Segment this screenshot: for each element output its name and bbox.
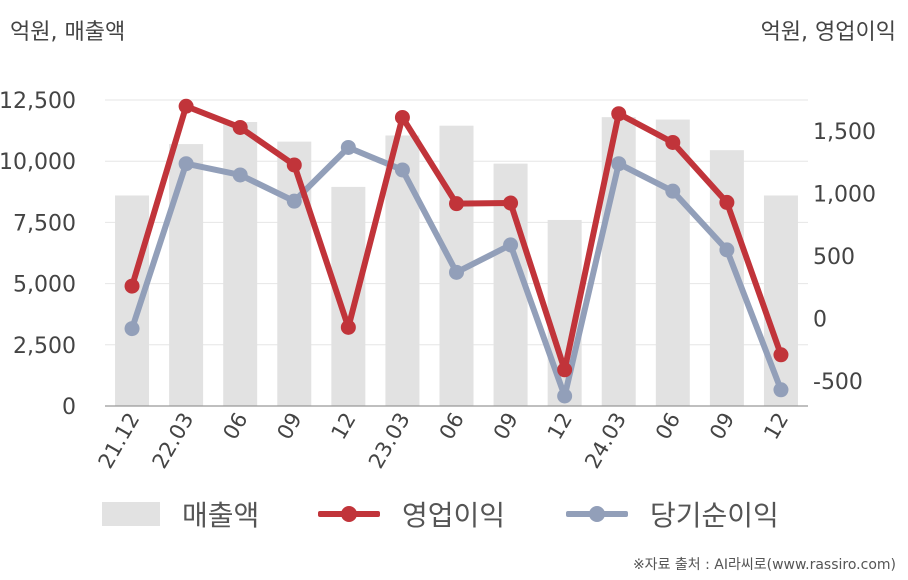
operating-profit-point <box>286 157 302 173</box>
legend-label-net-income: 당기순이익 <box>650 499 779 532</box>
x-tick-label: 21.12 <box>94 409 145 471</box>
revenue-bar <box>385 135 420 406</box>
x-tick-label: 12 <box>759 409 793 444</box>
operating-profit-point <box>611 106 627 122</box>
x-tick-label: 22.03 <box>148 409 199 471</box>
legend-item-net-income: 당기순이익 <box>566 494 779 534</box>
operating-profit-point <box>178 98 194 114</box>
operating-profit-point <box>340 319 356 335</box>
net-income-point <box>719 242 735 258</box>
legend-label-operating-profit: 영업이익 <box>402 499 506 532</box>
operating-profit-point <box>773 347 789 363</box>
legend-swatch-line-gray <box>566 499 628 529</box>
x-tick-label: 12 <box>543 409 577 444</box>
operating-profit-point <box>557 362 573 378</box>
source-credit: ※자료 출처 : AI라씨로(www.rassiro.com) <box>632 557 896 573</box>
net-income-point <box>773 382 789 398</box>
net-income-point <box>611 156 627 172</box>
x-tick-label: 06 <box>218 409 252 444</box>
legend-item-revenue: 매출액 <box>102 494 259 534</box>
x-tick-label: 12 <box>327 409 361 444</box>
revenue-bar <box>169 144 204 406</box>
operating-profit-point <box>449 196 464 212</box>
chart: 21.12 22.03 06 09 12 23.03 06 09 12 24.03 06 09 12 0… <box>0 89 876 471</box>
y-right-tick-label: 1,500 <box>813 120 876 145</box>
y-right-tick-label: 1,000 <box>813 183 876 208</box>
revenue-bar <box>655 119 690 407</box>
right-axis-unit-label: 억원, 영업이익 <box>760 20 896 45</box>
x-tick-label: 23.03 <box>364 409 415 471</box>
y-left-tick-label: 5,000 <box>13 273 76 298</box>
x-tick-label: 09 <box>489 409 523 444</box>
net-income-point <box>394 162 410 178</box>
net-income-point <box>665 183 681 199</box>
y-right-tick-label: 500 <box>813 245 855 270</box>
y-left-tick-label: 2,500 <box>13 334 76 359</box>
net-income-point <box>286 193 302 209</box>
y-left-tick-labels: 0 2,500 5,000 7,500 10,000 12,500 <box>0 89 76 420</box>
operating-profit-point <box>665 134 681 150</box>
operating-profit-point <box>394 109 410 125</box>
x-tick-label: 09 <box>272 409 306 444</box>
net-income-point <box>232 167 248 183</box>
net-income-point <box>124 321 140 337</box>
operating-profit-point <box>719 194 735 210</box>
revenue-bar <box>223 122 258 407</box>
x-tick-label: 06 <box>651 409 685 444</box>
y-left-tick-label: 0 <box>62 395 76 420</box>
net-income-point <box>449 264 464 280</box>
legend-swatch-bar <box>102 502 160 526</box>
x-tick-labels: 21.12 22.03 06 09 12 23.03 06 09 12 24.03 06 09 12 <box>94 409 794 471</box>
net-income-point <box>503 237 519 253</box>
y-right-tick-label: -500 <box>813 370 863 395</box>
revenue-bars <box>115 117 798 407</box>
y-left-tick-label: 10,000 <box>0 150 76 175</box>
legend-item-operating-profit: 영업이익 <box>318 494 505 534</box>
revenue-bar <box>277 141 312 406</box>
legend-swatch-line-red <box>318 499 380 529</box>
profit-lines <box>124 98 789 404</box>
operating-profit-point <box>503 195 519 211</box>
revenue-bar <box>763 195 798 406</box>
legend-label-revenue: 매출액 <box>182 499 260 532</box>
operating-profit-point <box>232 119 248 135</box>
x-tick-label: 09 <box>705 409 739 444</box>
net-income-point <box>340 139 356 155</box>
x-tick-label: 24.03 <box>580 409 631 471</box>
net-income-point <box>557 388 573 404</box>
y-right-tick-label: 0 <box>813 308 827 333</box>
x-tick-label: 06 <box>435 409 469 444</box>
net-income-point <box>178 156 194 172</box>
y-left-tick-label: 7,500 <box>13 211 76 236</box>
left-axis-unit-label: 억원, 매출액 <box>10 20 126 45</box>
operating-profit-point <box>124 278 140 294</box>
y-right-tick-labels: -500 0 500 1,000 1,500 <box>813 120 876 395</box>
y-left-tick-label: 12,500 <box>0 89 76 114</box>
